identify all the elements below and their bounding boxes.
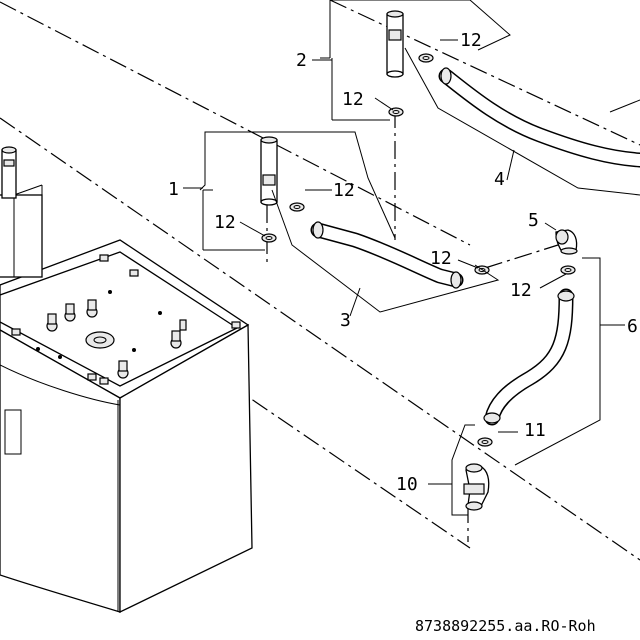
rear-module <box>0 146 43 278</box>
riser-pipe-group-1 <box>199 131 500 313</box>
callout-10: 10 <box>396 474 418 495</box>
unit-cabinet <box>0 239 253 614</box>
callout-12-a: 12 <box>460 30 482 51</box>
callout-12-e: 12 <box>430 248 452 269</box>
seal-ring <box>289 202 305 212</box>
callout-11: 11 <box>524 420 546 441</box>
callout-5: 5 <box>528 210 539 231</box>
callout-2: 2 <box>296 50 307 71</box>
callout-12-b: 12 <box>342 89 364 110</box>
document-id: 8738892255.aa.RO-Roh <box>415 617 596 635</box>
riser-pipe-group-2 <box>320 0 640 196</box>
callout-12-d: 12 <box>214 212 236 233</box>
riser-fitting-2 <box>386 13 404 75</box>
seal-ring <box>477 437 493 447</box>
callout-12-f: 12 <box>510 280 532 301</box>
connecting-pipe-3 <box>310 221 464 289</box>
seal-ring <box>261 233 277 243</box>
riser-fitting-1 <box>260 139 278 203</box>
callout-3: 3 <box>340 310 351 331</box>
connecting-pipe-4 <box>438 67 640 168</box>
callout-1: 1 <box>168 179 179 200</box>
seal-ring <box>560 265 576 275</box>
elbow-fitting-5 <box>555 229 578 255</box>
elbow-fitting-10 <box>463 463 490 511</box>
callout-labels: 1 2 3 4 5 6 10 11 12 12 12 12 12 12 <box>168 30 638 495</box>
seal-ring <box>418 53 434 63</box>
callout-4: 4 <box>494 169 505 190</box>
callout-leaders <box>183 39 625 485</box>
curved-pipe-6 <box>483 288 575 426</box>
cabinet-label-panel <box>4 409 22 455</box>
callout-6: 6 <box>627 316 638 337</box>
elbow-pipe-group <box>451 229 601 516</box>
top-connections <box>11 254 241 385</box>
alignment-lines <box>0 0 640 561</box>
callout-12-c: 12 <box>333 180 355 201</box>
